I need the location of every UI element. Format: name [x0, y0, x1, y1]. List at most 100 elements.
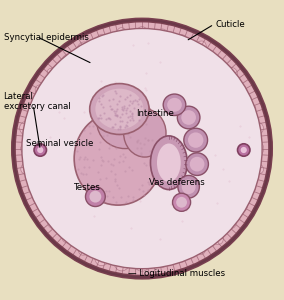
Ellipse shape — [240, 161, 264, 175]
Ellipse shape — [205, 54, 223, 72]
Ellipse shape — [133, 249, 151, 271]
Ellipse shape — [30, 37, 254, 260]
Ellipse shape — [238, 178, 256, 196]
Ellipse shape — [97, 95, 153, 148]
Ellipse shape — [241, 147, 247, 153]
Ellipse shape — [163, 94, 186, 116]
Ellipse shape — [252, 128, 255, 130]
Ellipse shape — [34, 109, 37, 111]
Ellipse shape — [42, 91, 46, 94]
Ellipse shape — [189, 41, 206, 63]
Ellipse shape — [252, 167, 255, 169]
Ellipse shape — [247, 186, 250, 189]
Ellipse shape — [102, 41, 105, 44]
Ellipse shape — [37, 196, 54, 213]
Ellipse shape — [213, 234, 216, 237]
Ellipse shape — [78, 235, 94, 255]
Ellipse shape — [230, 84, 247, 102]
Ellipse shape — [47, 68, 66, 86]
Text: Lateral
excretory canal: Lateral excretory canal — [3, 92, 70, 112]
Ellipse shape — [84, 49, 87, 52]
Ellipse shape — [238, 204, 242, 206]
Ellipse shape — [95, 241, 113, 266]
Ellipse shape — [160, 259, 163, 261]
Ellipse shape — [241, 121, 264, 137]
Ellipse shape — [182, 179, 196, 194]
Ellipse shape — [204, 224, 223, 244]
Ellipse shape — [114, 246, 132, 271]
Ellipse shape — [54, 74, 57, 77]
Text: Vas deferens: Vas deferens — [149, 178, 205, 187]
Ellipse shape — [22, 28, 262, 269]
Ellipse shape — [227, 74, 230, 77]
Text: Intestine: Intestine — [136, 109, 174, 118]
Ellipse shape — [173, 35, 187, 53]
Ellipse shape — [181, 110, 196, 125]
Ellipse shape — [74, 112, 162, 205]
Ellipse shape — [238, 103, 256, 117]
Ellipse shape — [34, 186, 37, 189]
Ellipse shape — [13, 20, 271, 277]
Ellipse shape — [140, 34, 144, 37]
Ellipse shape — [124, 109, 166, 157]
Ellipse shape — [190, 157, 204, 172]
Ellipse shape — [35, 85, 55, 101]
Ellipse shape — [176, 197, 187, 208]
Ellipse shape — [28, 179, 46, 195]
Ellipse shape — [47, 212, 66, 229]
Ellipse shape — [62, 54, 79, 72]
Ellipse shape — [20, 120, 45, 138]
Text: Testes: Testes — [74, 182, 101, 191]
Ellipse shape — [153, 29, 169, 48]
Ellipse shape — [184, 128, 208, 152]
Ellipse shape — [160, 36, 163, 39]
Ellipse shape — [34, 144, 47, 156]
Ellipse shape — [172, 193, 191, 211]
Ellipse shape — [62, 225, 79, 243]
Ellipse shape — [96, 34, 112, 53]
Ellipse shape — [179, 254, 182, 256]
Ellipse shape — [28, 101, 46, 119]
Ellipse shape — [186, 153, 208, 175]
Ellipse shape — [140, 260, 144, 263]
Ellipse shape — [244, 140, 264, 158]
Ellipse shape — [37, 147, 43, 153]
Ellipse shape — [30, 37, 254, 260]
Ellipse shape — [151, 136, 187, 190]
Ellipse shape — [89, 191, 101, 203]
Ellipse shape — [84, 245, 87, 248]
Ellipse shape — [21, 142, 40, 155]
Ellipse shape — [179, 41, 182, 44]
Ellipse shape — [54, 220, 57, 223]
Text: Cuticle: Cuticle — [216, 20, 245, 29]
Ellipse shape — [42, 204, 46, 206]
Ellipse shape — [27, 147, 31, 150]
Ellipse shape — [197, 245, 200, 248]
Ellipse shape — [237, 144, 250, 156]
Ellipse shape — [213, 61, 216, 63]
Ellipse shape — [29, 167, 32, 169]
Ellipse shape — [68, 234, 71, 237]
Ellipse shape — [90, 84, 149, 134]
Ellipse shape — [121, 36, 124, 39]
Text: Syncytial epidermis: Syncytial epidermis — [3, 33, 88, 42]
Ellipse shape — [154, 250, 168, 267]
Text: Seminal vesicle: Seminal vesicle — [26, 139, 93, 148]
Ellipse shape — [247, 109, 250, 111]
Ellipse shape — [29, 128, 32, 130]
Ellipse shape — [95, 89, 143, 129]
Ellipse shape — [177, 106, 200, 129]
Ellipse shape — [13, 20, 271, 277]
Ellipse shape — [253, 147, 257, 150]
Ellipse shape — [77, 42, 95, 62]
Ellipse shape — [230, 196, 248, 213]
Ellipse shape — [218, 67, 237, 86]
Text: — Logitudinal muscles: — Logitudinal muscles — [128, 269, 225, 278]
Ellipse shape — [218, 212, 237, 229]
Ellipse shape — [167, 98, 182, 112]
Ellipse shape — [227, 220, 230, 223]
Ellipse shape — [188, 132, 203, 148]
Ellipse shape — [68, 61, 71, 63]
Ellipse shape — [178, 176, 199, 198]
Ellipse shape — [85, 187, 105, 206]
